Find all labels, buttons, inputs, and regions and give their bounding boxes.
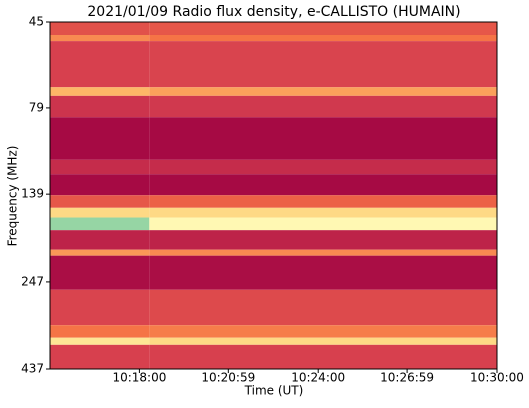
x-axis-label: Time (UT) xyxy=(244,384,304,398)
x-tick-label: 10:20:59 xyxy=(201,371,255,385)
heatmap-cell xyxy=(50,195,150,208)
heatmap xyxy=(50,22,498,369)
heatmap-cell xyxy=(50,95,150,118)
y-axis-label: Frequency (MHz) xyxy=(6,146,20,247)
heatmap-cell xyxy=(50,325,150,338)
heatmap-cell xyxy=(50,249,150,256)
chart-title: 2021/01/09 Radio flux density, e-CALLIST… xyxy=(87,4,460,20)
heatmap-cell xyxy=(50,22,150,35)
heatmap-cell xyxy=(149,22,498,35)
heatmap-cell xyxy=(149,34,498,42)
y-tick-label: 247 xyxy=(21,274,44,288)
heatmap-cell xyxy=(149,159,498,175)
y-tick-label: 139 xyxy=(21,187,44,201)
heatmap-cell xyxy=(50,255,150,290)
x-tick-label: 10:24:00 xyxy=(291,371,345,385)
heatmap-cell xyxy=(149,41,498,88)
heatmap-cell xyxy=(149,249,498,256)
heatmap-cell xyxy=(149,230,498,250)
heatmap-cell xyxy=(50,344,150,369)
heatmap-cell xyxy=(50,159,150,175)
heatmap-cell xyxy=(50,337,150,345)
plot-frame xyxy=(49,21,498,370)
heatmap-cell xyxy=(149,289,498,326)
heatmap-cell xyxy=(149,174,498,196)
heatmap-cell xyxy=(50,87,150,96)
heatmap-cell xyxy=(50,117,150,160)
heatmap-cell xyxy=(50,230,150,250)
heatmap-cell xyxy=(149,255,498,290)
heatmap-cell xyxy=(50,207,150,218)
y-tick-label: 79 xyxy=(29,100,44,114)
heatmap-cell xyxy=(149,325,498,338)
x-tick-label: 10:18:00 xyxy=(112,371,166,385)
y-tick-label: 45 xyxy=(29,15,44,29)
y-tick-label: 437 xyxy=(21,362,44,376)
heatmap-cell xyxy=(50,41,150,88)
x-tick-label: 10:26:59 xyxy=(380,371,434,385)
heatmap-cell xyxy=(149,207,498,218)
heatmap-cell xyxy=(50,34,150,42)
heatmap-cell xyxy=(149,195,498,208)
heatmap-cell xyxy=(50,289,150,326)
heatmap-cell xyxy=(149,87,498,96)
x-tick-label: 10:30:00 xyxy=(470,371,524,385)
heatmap-cell xyxy=(50,217,150,231)
heatmap-cell xyxy=(149,95,498,118)
heatmap-cell xyxy=(149,217,498,231)
heatmap-cell xyxy=(149,344,498,369)
heatmap-cell xyxy=(149,337,498,345)
heatmap-cell xyxy=(149,117,498,160)
heatmap-cell xyxy=(50,174,150,196)
